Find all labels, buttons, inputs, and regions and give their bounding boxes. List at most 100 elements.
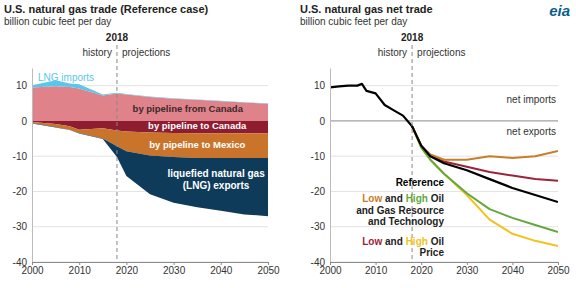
area: [32, 86, 268, 121]
legend-text: Oil: [431, 236, 445, 247]
legend-text: Low: [362, 193, 382, 204]
legend-text: and Gas Resource: [356, 205, 444, 216]
legend-text: Low: [362, 236, 382, 247]
tick-label: -30: [311, 221, 326, 232]
annotation: net imports: [507, 94, 556, 105]
plot-area: [330, 84, 558, 246]
y-axis: 100-10-20-30-40: [13, 69, 33, 268]
annotation: net exports: [507, 126, 556, 137]
legend-text: High: [406, 193, 428, 204]
legend-text: and: [385, 236, 403, 247]
subtitle: billion cubic feet per day: [4, 16, 111, 27]
title: U.S. natural gas net trade: [300, 3, 433, 15]
tick-label: 10: [314, 80, 326, 91]
chart: U.S. natural gas trade (Reference case)b…: [0, 0, 576, 288]
area-label: liquefied natural gas(LNG) exports: [167, 168, 265, 191]
area-label: by pipeline to Canada: [148, 120, 247, 131]
tick-label: 2040: [502, 265, 525, 276]
tick: 2050: [547, 262, 570, 276]
annotations: 2018 history projections LNG imports by pipe…: [38, 32, 265, 262]
tick: 2020: [411, 262, 434, 276]
subtitle: billion cubic feet per day: [300, 16, 407, 27]
plot-area: [32, 80, 268, 216]
panel-1: U.S. natural gas net tradebillion cubic …: [300, 3, 570, 276]
tick: 2000: [21, 262, 44, 276]
divider-line: [412, 45, 413, 262]
legend-text: Reference: [396, 177, 445, 188]
tick-label: 2030: [163, 265, 186, 276]
tick-label: 0: [319, 116, 325, 127]
area-labels: LNG imports by pipeline from Canada by pip…: [38, 72, 265, 192]
grid: [330, 86, 558, 262]
axis-line: [32, 69, 33, 263]
tick: -30: [13, 221, 32, 232]
tick: -20: [13, 186, 32, 197]
tick-label: 2000: [319, 265, 342, 276]
legend: ReferenceLowandHighOiland Gas Resourcean…: [356, 177, 444, 258]
tick-label: 2000: [21, 265, 44, 276]
tick-label: -20: [311, 186, 326, 197]
y-axis: 100-10-20-30-40: [311, 69, 331, 268]
tick-label: -10: [311, 151, 326, 162]
legend-text: and Technology: [368, 216, 444, 227]
divider-line: [116, 45, 117, 262]
tick: 2030: [456, 262, 479, 276]
tick: 2040: [210, 262, 233, 276]
axis-line: [330, 69, 331, 263]
tick: 10: [314, 80, 330, 91]
tick: -20: [311, 186, 330, 197]
tick: 0: [21, 116, 32, 127]
tick: 0: [319, 116, 330, 127]
annotation: history: [378, 47, 407, 58]
tick-label: -30: [13, 221, 28, 232]
tick-label: 2050: [257, 265, 280, 276]
tick-label: 2010: [365, 265, 388, 276]
tick: 2010: [69, 262, 92, 276]
area-label: by pipeline from Canada: [133, 103, 244, 114]
tick: 2050: [257, 262, 280, 276]
line: [330, 84, 558, 202]
legend-text: High: [406, 236, 428, 247]
tick: 2010: [365, 262, 388, 276]
tick-label: 2020: [411, 265, 434, 276]
legend-entry: and Technology: [368, 216, 444, 227]
x-axis: 2000 2010 2020 2030 2040 2050: [21, 262, 280, 276]
tick-label: 2020: [116, 265, 139, 276]
legend-text: and: [385, 193, 403, 204]
legend-text: Oil: [431, 193, 445, 204]
divider-label: 2018: [106, 32, 129, 43]
area: [32, 123, 268, 216]
legend-entry: LowandHighOil: [362, 193, 444, 204]
tick-label: 2030: [456, 265, 479, 276]
annotation: history: [83, 47, 112, 58]
legend-entry: and Gas Resource: [356, 205, 444, 216]
line: [412, 126, 558, 181]
area-label: LNG imports: [38, 72, 94, 83]
tick-label: 0: [21, 116, 27, 127]
grid: [32, 86, 268, 262]
logo: eia: [549, 2, 570, 19]
tick: -10: [13, 151, 32, 162]
x-axis: 2000 2010 2020 2030 2040 2050: [319, 262, 570, 276]
grid-line: [330, 120, 558, 121]
tick: -30: [311, 221, 330, 232]
legend-entry: LowandHighOil: [362, 236, 444, 247]
tick: 10: [16, 80, 32, 91]
annotation: projections: [122, 47, 170, 58]
tick: 2030: [163, 262, 186, 276]
tick: 2000: [319, 262, 342, 276]
panel-0: U.S. natural gas trade (Reference case)b…: [4, 3, 280, 276]
annotation: projections: [417, 47, 465, 58]
area-label: by pipeline to Mexico: [149, 139, 245, 150]
annotations: 2018historyprojectionsnet importsnet exp…: [356, 32, 556, 262]
tick-label: 10: [16, 80, 28, 91]
legend-text: Price: [420, 247, 445, 258]
title: U.S. natural gas trade (Reference case): [4, 3, 209, 15]
grid-line: [330, 226, 558, 227]
legend-entry: Price: [420, 247, 445, 258]
tick-label: 2050: [547, 265, 570, 276]
tick-label: 2010: [69, 265, 92, 276]
tick: 2020: [116, 262, 139, 276]
tick: 2040: [502, 262, 525, 276]
legend-entry: Reference: [396, 177, 445, 188]
